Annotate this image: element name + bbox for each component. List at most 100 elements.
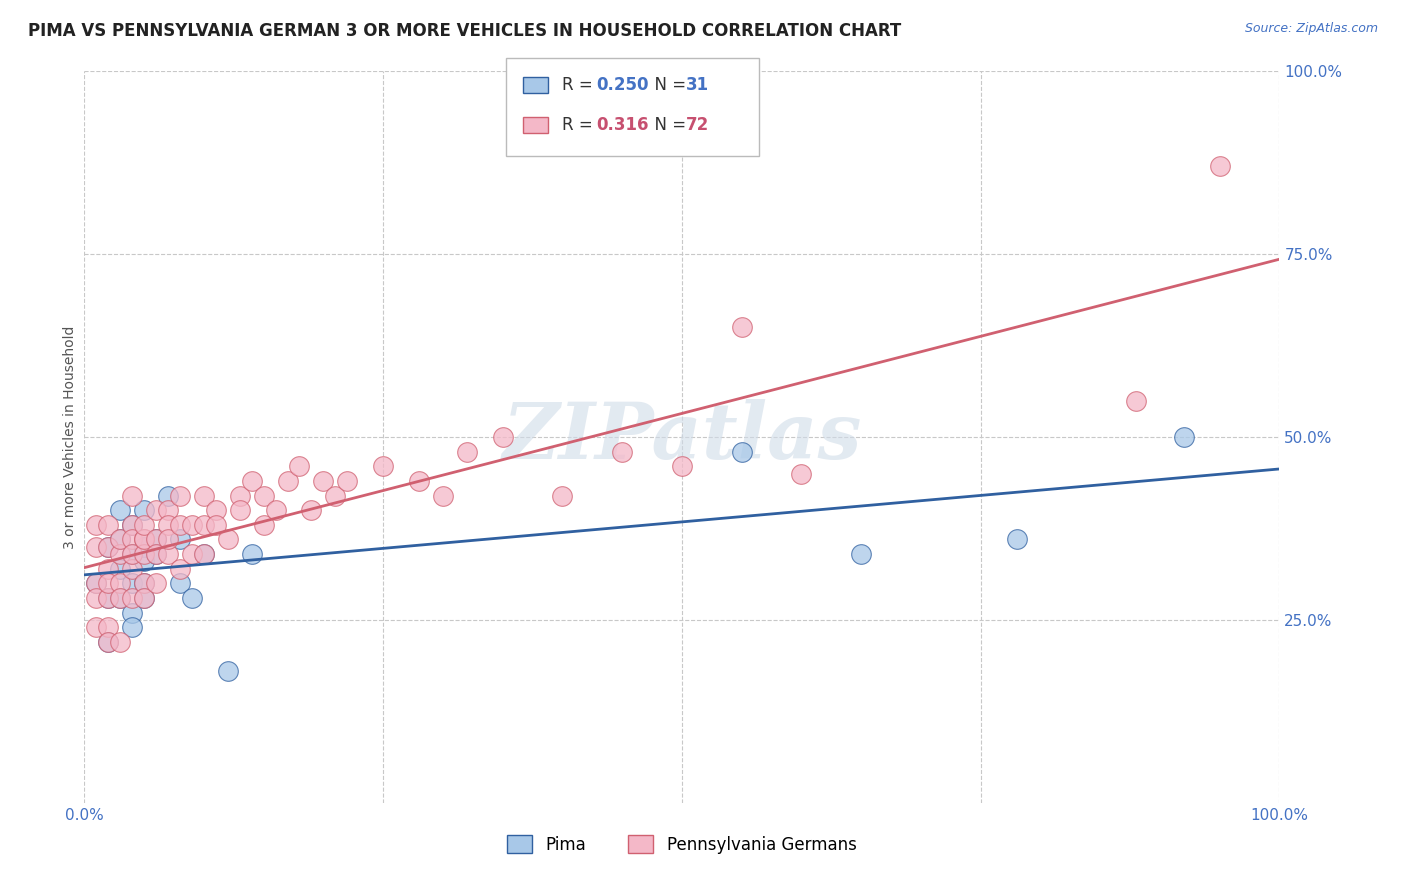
Point (264, 503, 287, 517)
Point (110, 591, 132, 605)
Point (193, 489, 215, 503)
Point (288, 459, 311, 474)
Y-axis label: 3 or more Vehicles in Household: 3 or more Vehicles in Household (63, 326, 77, 549)
Point (157, 517, 180, 532)
Point (121, 547, 143, 561)
Point (110, 533, 132, 547)
Point (612, 444, 634, 458)
Point (132, 533, 156, 547)
Point (86, 576, 108, 591)
Point (169, 576, 191, 591)
Text: N =: N = (644, 116, 692, 134)
Point (110, 591, 132, 605)
Point (790, 467, 813, 481)
Point (110, 503, 132, 517)
Point (731, 444, 754, 458)
Legend: Pima, Pennsylvania Germans: Pima, Pennsylvania Germans (501, 829, 863, 860)
Point (132, 503, 156, 517)
Point (132, 576, 156, 591)
Point (97, 576, 120, 591)
Point (97, 635, 120, 649)
Point (132, 576, 156, 591)
Point (157, 503, 180, 517)
Point (86, 576, 108, 591)
Point (312, 474, 335, 488)
Point (121, 517, 143, 532)
Point (169, 533, 191, 547)
Point (1209, 160, 1232, 174)
Point (336, 474, 359, 488)
Point (121, 620, 143, 634)
Point (121, 606, 143, 620)
Text: PIMA VS PENNSYLVANIA GERMAN 3 OR MORE VEHICLES IN HOUSEHOLD CORRELATION CHART: PIMA VS PENNSYLVANIA GERMAN 3 OR MORE VE… (28, 22, 901, 40)
Point (121, 547, 143, 561)
Point (217, 533, 239, 547)
Point (181, 517, 204, 532)
Point (86, 540, 108, 554)
Text: 31: 31 (686, 76, 709, 94)
Point (97, 540, 120, 554)
Text: 72: 72 (686, 116, 710, 134)
Point (86, 517, 108, 532)
Point (229, 503, 252, 517)
Point (121, 533, 143, 547)
Point (551, 489, 574, 503)
Point (456, 444, 478, 458)
Point (181, 591, 204, 605)
Point (671, 459, 693, 474)
Point (132, 533, 156, 547)
Point (121, 591, 143, 605)
Point (432, 489, 454, 503)
Point (253, 489, 276, 503)
Point (132, 591, 156, 605)
Text: 0.250: 0.250 (596, 76, 648, 94)
Point (145, 547, 167, 561)
Point (97, 562, 120, 576)
Point (157, 489, 180, 503)
Point (253, 517, 276, 532)
Point (132, 540, 156, 554)
Point (145, 547, 167, 561)
Point (205, 517, 228, 532)
Point (86, 620, 108, 634)
Text: R =: R = (562, 76, 599, 94)
Point (121, 489, 143, 503)
Point (110, 576, 132, 591)
Point (277, 474, 299, 488)
Point (731, 320, 754, 334)
Point (851, 547, 873, 561)
Point (181, 547, 204, 561)
Text: 0.316: 0.316 (596, 116, 648, 134)
Point (110, 547, 132, 561)
Point (169, 562, 191, 576)
Point (229, 489, 252, 503)
Point (240, 474, 263, 488)
Point (145, 576, 167, 591)
Point (145, 533, 167, 547)
Point (97, 517, 120, 532)
Point (110, 635, 132, 649)
Point (1173, 430, 1195, 444)
Point (193, 547, 215, 561)
Point (145, 503, 167, 517)
Point (121, 562, 143, 576)
Point (193, 547, 215, 561)
Point (373, 459, 395, 474)
Point (240, 547, 263, 561)
Text: R =: R = (562, 116, 599, 134)
Point (97, 591, 120, 605)
Point (408, 474, 430, 488)
Point (110, 562, 132, 576)
Point (193, 517, 215, 532)
Point (97, 620, 120, 634)
Point (121, 517, 143, 532)
Point (145, 533, 167, 547)
Point (492, 430, 515, 444)
Point (97, 540, 120, 554)
Point (110, 533, 132, 547)
Point (97, 635, 120, 649)
Point (132, 517, 156, 532)
Point (86, 591, 108, 605)
Point (1005, 533, 1028, 547)
Point (169, 517, 191, 532)
